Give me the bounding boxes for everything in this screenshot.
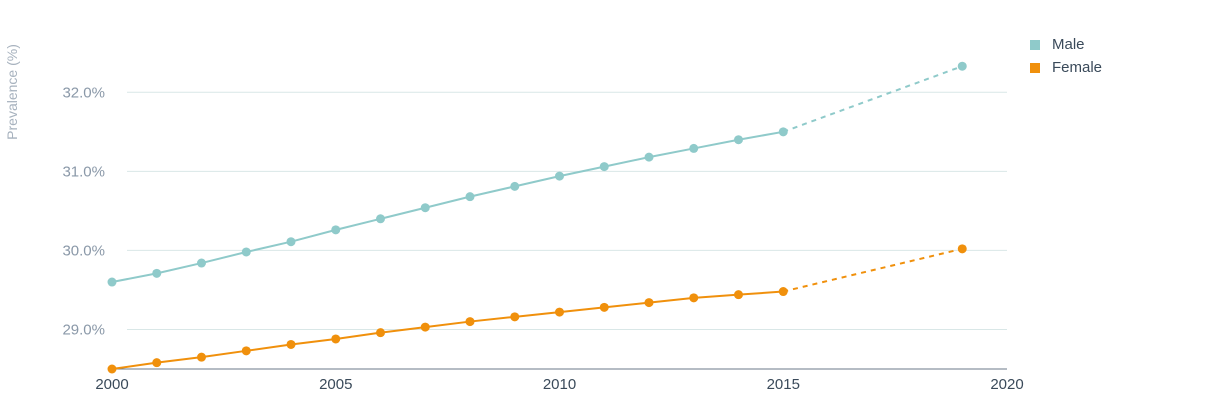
data-point-male <box>241 247 251 257</box>
x-tick-label: 2000 <box>95 376 128 393</box>
series-line-male <box>111 130 784 284</box>
data-point-female <box>510 312 520 322</box>
data-point-male <box>420 203 430 213</box>
data-point-male <box>376 214 385 224</box>
data-point-female <box>465 317 475 327</box>
data-point-male <box>644 152 654 162</box>
data-point-male <box>510 181 520 191</box>
data-point-female <box>286 339 296 349</box>
data-point-female <box>734 290 743 300</box>
data-point-male <box>555 171 564 181</box>
data-point-female <box>376 328 385 338</box>
axes: 29.0% 30.0% 31.0% 32.0% 2000 2005 2010 2015 2020 <box>62 84 1023 393</box>
x-tick-label: 2010 <box>543 376 576 393</box>
grid <box>127 91 1007 330</box>
legend: Male Female <box>1030 33 1102 79</box>
data-point-male <box>465 192 475 202</box>
y-axis-label: Prevalence (%) <box>4 44 20 140</box>
y-tick-label: 30.0% <box>62 242 105 259</box>
data-point-male <box>197 258 206 268</box>
data-point-female <box>778 287 788 297</box>
data-point-female <box>599 302 609 312</box>
series-projection-male <box>782 65 963 133</box>
series-projection-female <box>783 247 963 293</box>
series-line-female <box>111 290 784 370</box>
y-tick-label: 32.0% <box>62 84 105 101</box>
x-tick-label: 2005 <box>319 376 352 393</box>
legend-item-male[interactable]: Male <box>1030 33 1102 56</box>
legend-swatch-male <box>1030 39 1040 50</box>
data-point-male <box>734 135 743 145</box>
data-point-female <box>420 322 430 332</box>
legend-swatch-female <box>1030 62 1040 73</box>
data-point-male <box>689 143 699 153</box>
data-point-male <box>778 127 788 137</box>
legend-label-male: Male <box>1052 36 1085 53</box>
series <box>107 61 967 374</box>
x-tick-label: 2020 <box>990 376 1023 393</box>
data-point-male <box>107 277 117 287</box>
data-point-female <box>957 244 967 254</box>
data-point-female <box>689 293 699 303</box>
x-tick-label: 2015 <box>767 376 800 393</box>
data-point-female <box>555 307 564 317</box>
y-tick-label: 29.0% <box>62 321 105 338</box>
data-point-male <box>957 61 967 71</box>
data-point-female <box>152 358 162 368</box>
data-point-male <box>286 237 296 247</box>
legend-item-female[interactable]: Female <box>1030 56 1102 79</box>
data-point-male <box>599 162 609 172</box>
data-point-male <box>152 268 162 278</box>
data-point-female <box>241 346 251 356</box>
y-tick-label: 31.0% <box>62 163 105 180</box>
data-point-female <box>644 298 654 308</box>
data-point-female <box>331 334 341 344</box>
data-point-female <box>197 352 206 362</box>
legend-label-female: Female <box>1052 59 1103 76</box>
data-point-male <box>331 225 341 235</box>
data-point-female <box>107 364 117 374</box>
